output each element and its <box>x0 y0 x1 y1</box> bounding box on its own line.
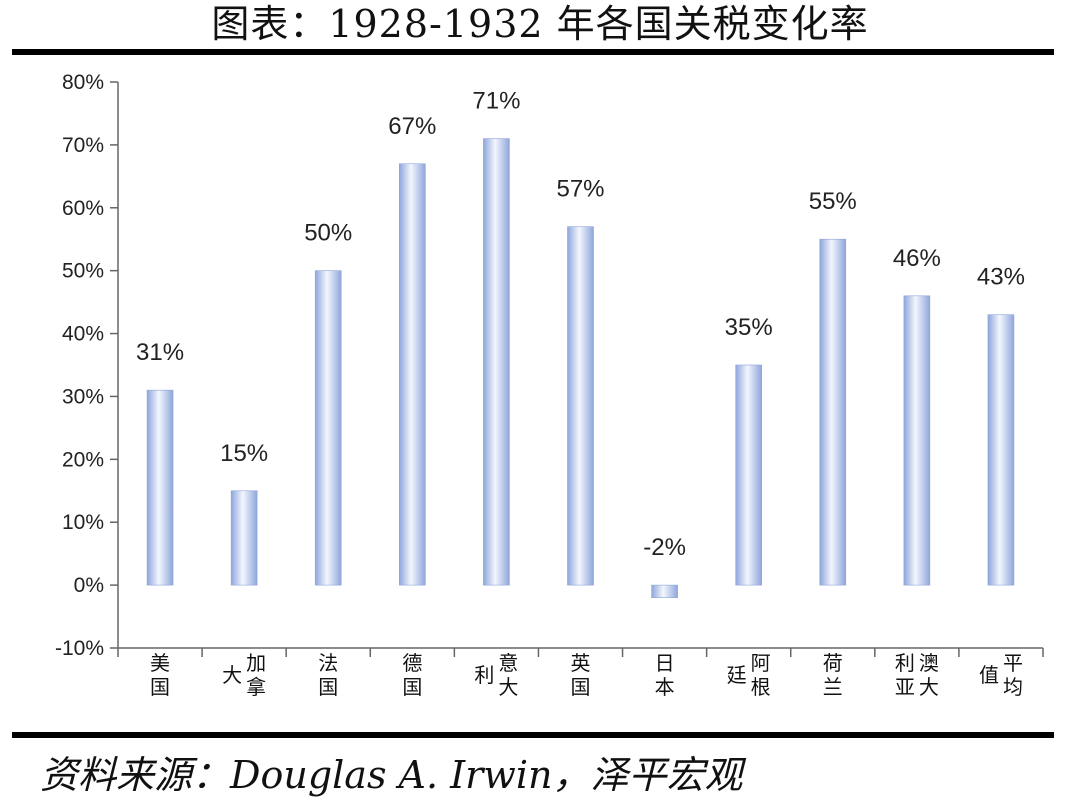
chart-title: 图表：1928-1932 年各国关税变化率 <box>211 2 869 46</box>
category-label-char: 亚 <box>895 675 915 699</box>
y-tick-label: 60% <box>62 197 104 220</box>
bar <box>314 270 342 586</box>
bar <box>819 238 847 586</box>
data-labels: 31% 15% 50% 67% 71% 57% -2% 35% 55% 46% 43% <box>136 88 1025 562</box>
source-rule <box>12 732 1054 738</box>
category-label-char: 大 <box>498 675 518 699</box>
bar <box>651 584 678 598</box>
category-label-char: 法 <box>318 651 338 675</box>
data-label: 15% <box>220 440 268 467</box>
category-label-char: 阿 <box>751 651 771 675</box>
category-label-char: 美 <box>150 651 170 675</box>
category-label-char: 英 <box>571 651 591 675</box>
category-label-char: 大 <box>919 675 939 699</box>
bar <box>483 138 510 586</box>
y-tick-label: 50% <box>62 260 104 283</box>
category-label-char: 加 <box>246 651 266 675</box>
category-label-char: 本 <box>655 675 675 699</box>
category-label-char: 大 <box>222 663 242 687</box>
category-label-char: 均 <box>1003 675 1023 699</box>
bar <box>567 226 594 586</box>
data-label: 35% <box>725 314 773 341</box>
category-label-char: 利 <box>895 651 915 675</box>
category-label-char: 廷 <box>727 663 747 687</box>
data-label: 46% <box>893 245 941 272</box>
data-label: 50% <box>304 220 352 247</box>
category-label-char: 德 <box>402 651 422 675</box>
y-axis: -10% 0% 10% 20% 30% 40% 50% 60% 70% 80% <box>55 71 119 660</box>
y-tick-label: 70% <box>62 134 104 157</box>
category-label-char: 荷 <box>823 651 843 675</box>
category-label-char: 意 <box>498 651 518 675</box>
bar <box>987 314 1015 586</box>
y-tick-label: 80% <box>62 71 104 94</box>
category-label-char: 拿 <box>246 675 266 699</box>
bar <box>903 295 931 586</box>
bar-chart: -10% 0% 10% 20% 30% 40% 50% 60% 70% 80% 31% 15% 50%… <box>55 71 1044 699</box>
y-tick-label: 40% <box>62 323 104 346</box>
title-rule <box>12 49 1054 55</box>
data-label: -2% <box>643 534 686 561</box>
data-label: 31% <box>136 339 184 366</box>
category-label-char: 平 <box>1003 651 1023 675</box>
category-label-char: 值 <box>979 663 999 687</box>
bar <box>230 490 258 586</box>
y-tick-label: 30% <box>62 385 104 408</box>
data-label: 55% <box>809 188 857 215</box>
category-label-char: 日 <box>655 651 675 675</box>
category-label-char: 国 <box>150 675 170 699</box>
data-label: 67% <box>388 113 436 140</box>
category-label-char: 国 <box>571 675 591 699</box>
data-label: 43% <box>977 264 1025 291</box>
category-labels: 美国大加拿法国德国利意大英国日本廷阿根荷兰利亚澳大值平均 <box>150 651 1023 699</box>
y-tick-label: 10% <box>62 511 104 534</box>
bar <box>399 163 426 586</box>
data-label: 71% <box>472 88 520 115</box>
category-label-char: 根 <box>751 675 771 699</box>
category-label-char: 国 <box>318 675 338 699</box>
bar <box>146 389 174 586</box>
y-tick-label: 20% <box>62 448 104 471</box>
x-axis <box>117 647 1044 657</box>
bars <box>146 138 1015 598</box>
category-label-char: 兰 <box>823 675 843 699</box>
y-tick-label: -10% <box>55 637 104 660</box>
y-tick-label: 0% <box>74 574 104 597</box>
data-label: 57% <box>556 176 604 203</box>
category-label-char: 澳 <box>919 651 939 675</box>
category-label-char: 国 <box>402 675 422 699</box>
bar <box>735 364 762 586</box>
category-label-char: 利 <box>474 663 494 687</box>
source-note: 资料来源：Douglas A. Irwin，泽平宏观 <box>40 753 743 797</box>
